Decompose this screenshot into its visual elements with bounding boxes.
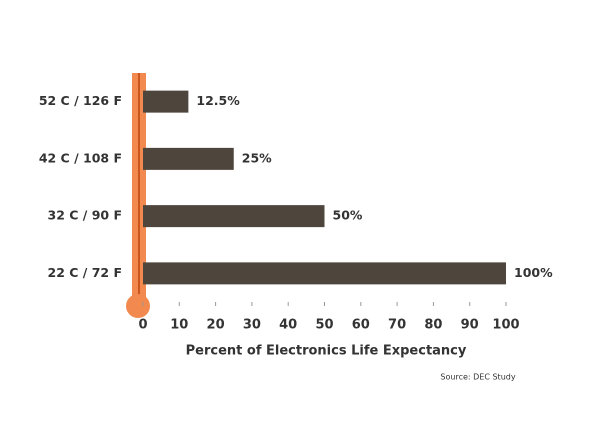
value-label: 12.5% [196, 93, 240, 108]
thermometer [126, 73, 150, 318]
value-label: 50% [333, 208, 363, 223]
bar [143, 90, 189, 113]
bar [143, 205, 325, 228]
x-tick-label: 30 [243, 318, 261, 333]
x-tick-label: 20 [207, 318, 225, 333]
x-axis-label: Percent of Electronics Life Expectancy [186, 344, 467, 359]
y-tick-label: 22 C / 72 F [48, 265, 122, 280]
source: Source: DEC Study [440, 373, 515, 382]
value-label: 25% [242, 150, 272, 165]
x-tick-label: 50 [315, 318, 333, 333]
value-label: 100% [514, 265, 553, 280]
y-tick-label: 42 C / 108 F [39, 150, 122, 165]
x-tick-label: 100 [492, 318, 519, 333]
x-tick-label: 90 [461, 318, 479, 333]
bar [143, 147, 234, 170]
y-tick-label: 32 C / 90 F [48, 208, 122, 223]
x-tick-label: 10 [170, 318, 188, 333]
x-tick-label: 40 [279, 318, 297, 333]
x-tick-label: 0 [138, 318, 147, 333]
thermometer-bulb [126, 294, 150, 318]
x-tick-label: 60 [352, 318, 370, 333]
bar [143, 262, 506, 285]
x-tick-label: 70 [388, 318, 406, 333]
y-tick-label: 52 C / 126 F [39, 93, 122, 108]
x-tick-label: 80 [424, 318, 442, 333]
